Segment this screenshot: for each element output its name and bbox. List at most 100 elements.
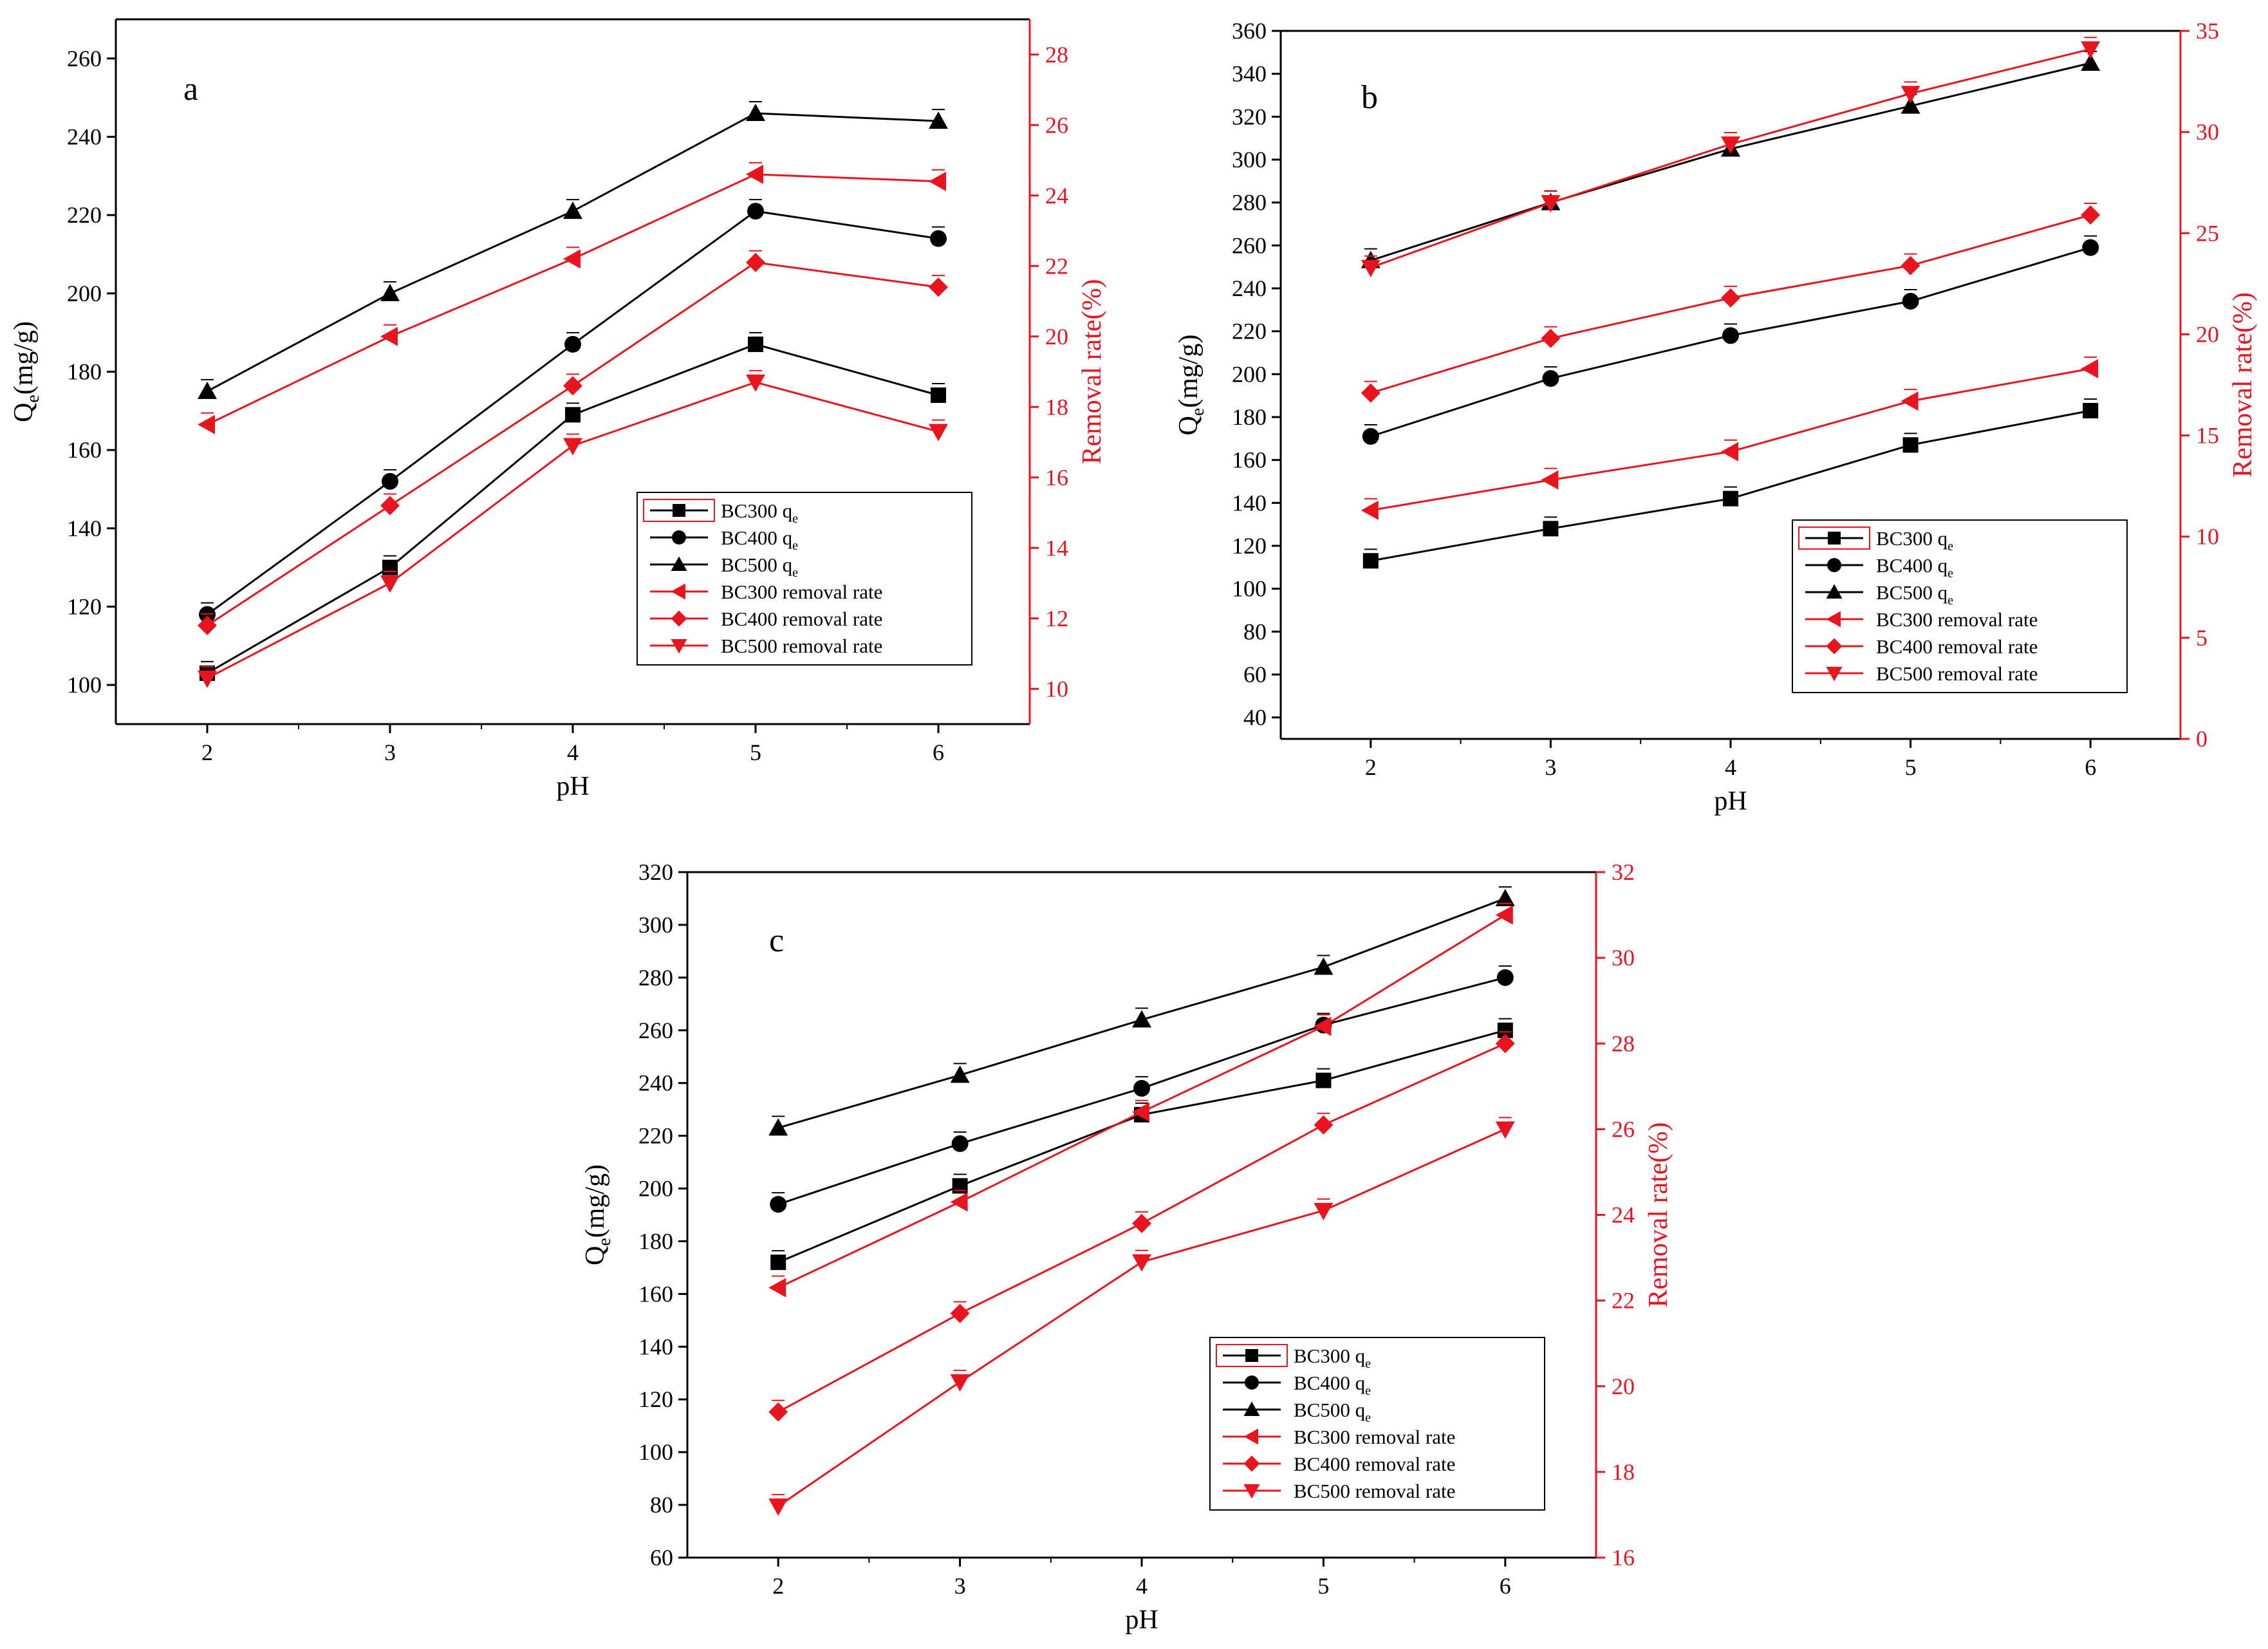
data-point <box>746 104 765 121</box>
legend-label: BC500 qe <box>1876 581 1953 608</box>
x-tick-label: 2 <box>1365 754 1377 780</box>
right-tick-label: 20 <box>2196 321 2219 347</box>
legend-label: BC300 qe <box>721 499 798 526</box>
right-axis-title: Removal rate(%) <box>1077 279 1107 464</box>
data-point <box>1314 957 1334 975</box>
left-tick-label: 320 <box>638 859 673 885</box>
data-point <box>564 335 581 353</box>
data-point <box>1132 1010 1151 1028</box>
x-axis-title: pH <box>1125 1605 1158 1635</box>
right-tick-label: 32 <box>1612 859 1635 885</box>
x-tick-label: 3 <box>384 740 396 765</box>
data-point <box>382 559 398 575</box>
left-tick-label: 260 <box>638 1018 673 1043</box>
right-tick-label: 24 <box>1612 1202 1635 1228</box>
legend-label: BC500 removal rate <box>1876 662 2038 685</box>
left-tick-label: 180 <box>638 1228 673 1254</box>
left-tick-label: 260 <box>67 46 102 71</box>
data-point <box>563 438 582 456</box>
legend-label: BC500 removal rate <box>1294 1480 1455 1502</box>
legend-label: BC400 removal rate <box>1876 635 2038 658</box>
left-tick-label: 260 <box>1232 232 1267 258</box>
left-tick-label: 60 <box>650 1545 673 1570</box>
legend-label: BC300 removal rate <box>721 581 882 603</box>
data-point <box>1721 442 1738 461</box>
left-tick-label: 160 <box>67 437 102 463</box>
left-tick-label: 100 <box>1232 576 1267 602</box>
x-tick-label: 6 <box>1500 1573 1511 1599</box>
data-point <box>563 249 581 269</box>
data-point <box>1362 428 1379 445</box>
legend-label: BC500 removal rate <box>721 635 882 657</box>
data-point <box>770 1254 786 1271</box>
data-point <box>768 1402 788 1422</box>
right-tick-label: 18 <box>1612 1459 1635 1485</box>
data-point <box>380 283 400 301</box>
legend-label: BC400 removal rate <box>1294 1453 1455 1475</box>
left-tick-label: 200 <box>67 281 102 306</box>
legend-label: BC400 removal rate <box>721 608 882 630</box>
right-tick-label: 15 <box>2196 423 2219 449</box>
legend-highlight <box>643 499 715 522</box>
left-tick-label: 300 <box>1232 147 1267 172</box>
data-point <box>931 387 946 403</box>
data-point <box>1721 288 1740 308</box>
data-point <box>382 472 398 490</box>
right-tick-label: 24 <box>1045 183 1068 209</box>
x-tick-label: 3 <box>954 1573 966 1599</box>
data-point <box>1361 259 1380 277</box>
right-tick-label: 5 <box>2196 625 2208 651</box>
left-tick-label: 140 <box>638 1334 673 1359</box>
right-axis-title: Removal rate(%) <box>1644 1122 1673 1307</box>
left-tick-label: 80 <box>650 1492 673 1518</box>
data-point <box>748 336 763 352</box>
left-tick-label: 60 <box>1243 662 1267 687</box>
data-point <box>380 575 400 593</box>
legend-label: BC300 removal rate <box>1876 608 2038 631</box>
panel-letter: b <box>1361 79 1378 116</box>
data-point <box>198 415 215 434</box>
data-point <box>1314 1016 1332 1036</box>
panel-c: 2 3 4 5 6 60 80 100 120 140 160 180 200 220 240 260 280 3… <box>581 859 1673 1635</box>
left-tick-label: 320 <box>1232 104 1267 129</box>
right-tick-label: 26 <box>1045 112 1068 138</box>
left-tick-label: 40 <box>1243 705 1267 731</box>
legend-marker <box>671 556 687 571</box>
panel-letter: c <box>769 922 784 959</box>
left-tick-label: 300 <box>638 912 673 938</box>
x-tick-label: 5 <box>1905 754 1917 780</box>
data-point <box>2081 53 2101 71</box>
right-tick-label: 20 <box>1612 1374 1635 1399</box>
data-point <box>2081 205 2101 225</box>
right-tick-label: 22 <box>1045 253 1068 279</box>
right-tick-label: 26 <box>1612 1116 1635 1142</box>
left-tick-label: 280 <box>638 965 673 991</box>
legend-label: BC500 qe <box>1294 1399 1371 1425</box>
panel-letter: a <box>183 71 198 107</box>
left-tick-label: 140 <box>67 516 102 541</box>
left-tick-label: 140 <box>1232 490 1267 516</box>
data-point <box>950 1374 970 1392</box>
data-point <box>563 376 582 396</box>
left-tick-label: 80 <box>1243 619 1267 644</box>
right-tick-label: 0 <box>2196 726 2208 752</box>
legend-highlight <box>1798 526 1870 550</box>
data-point <box>746 164 763 184</box>
data-point <box>198 381 217 399</box>
data-point <box>1902 437 1919 453</box>
data-point <box>950 1065 970 1083</box>
x-tick-label: 4 <box>1725 754 1736 780</box>
right-tick-label: 16 <box>1045 465 1068 490</box>
left-tick-label: 160 <box>1232 447 1267 473</box>
data-point <box>929 111 948 129</box>
data-point <box>2081 359 2099 378</box>
left-tick-label: 200 <box>1232 361 1267 387</box>
data-point <box>929 424 948 442</box>
data-point <box>1541 470 1559 490</box>
data-point <box>565 407 581 423</box>
left-axis-title: Qe(mg/g) <box>581 1164 615 1265</box>
left-tick-label: 100 <box>638 1439 673 1465</box>
data-point <box>1133 1079 1150 1097</box>
right-tick-label: 16 <box>1612 1545 1635 1570</box>
